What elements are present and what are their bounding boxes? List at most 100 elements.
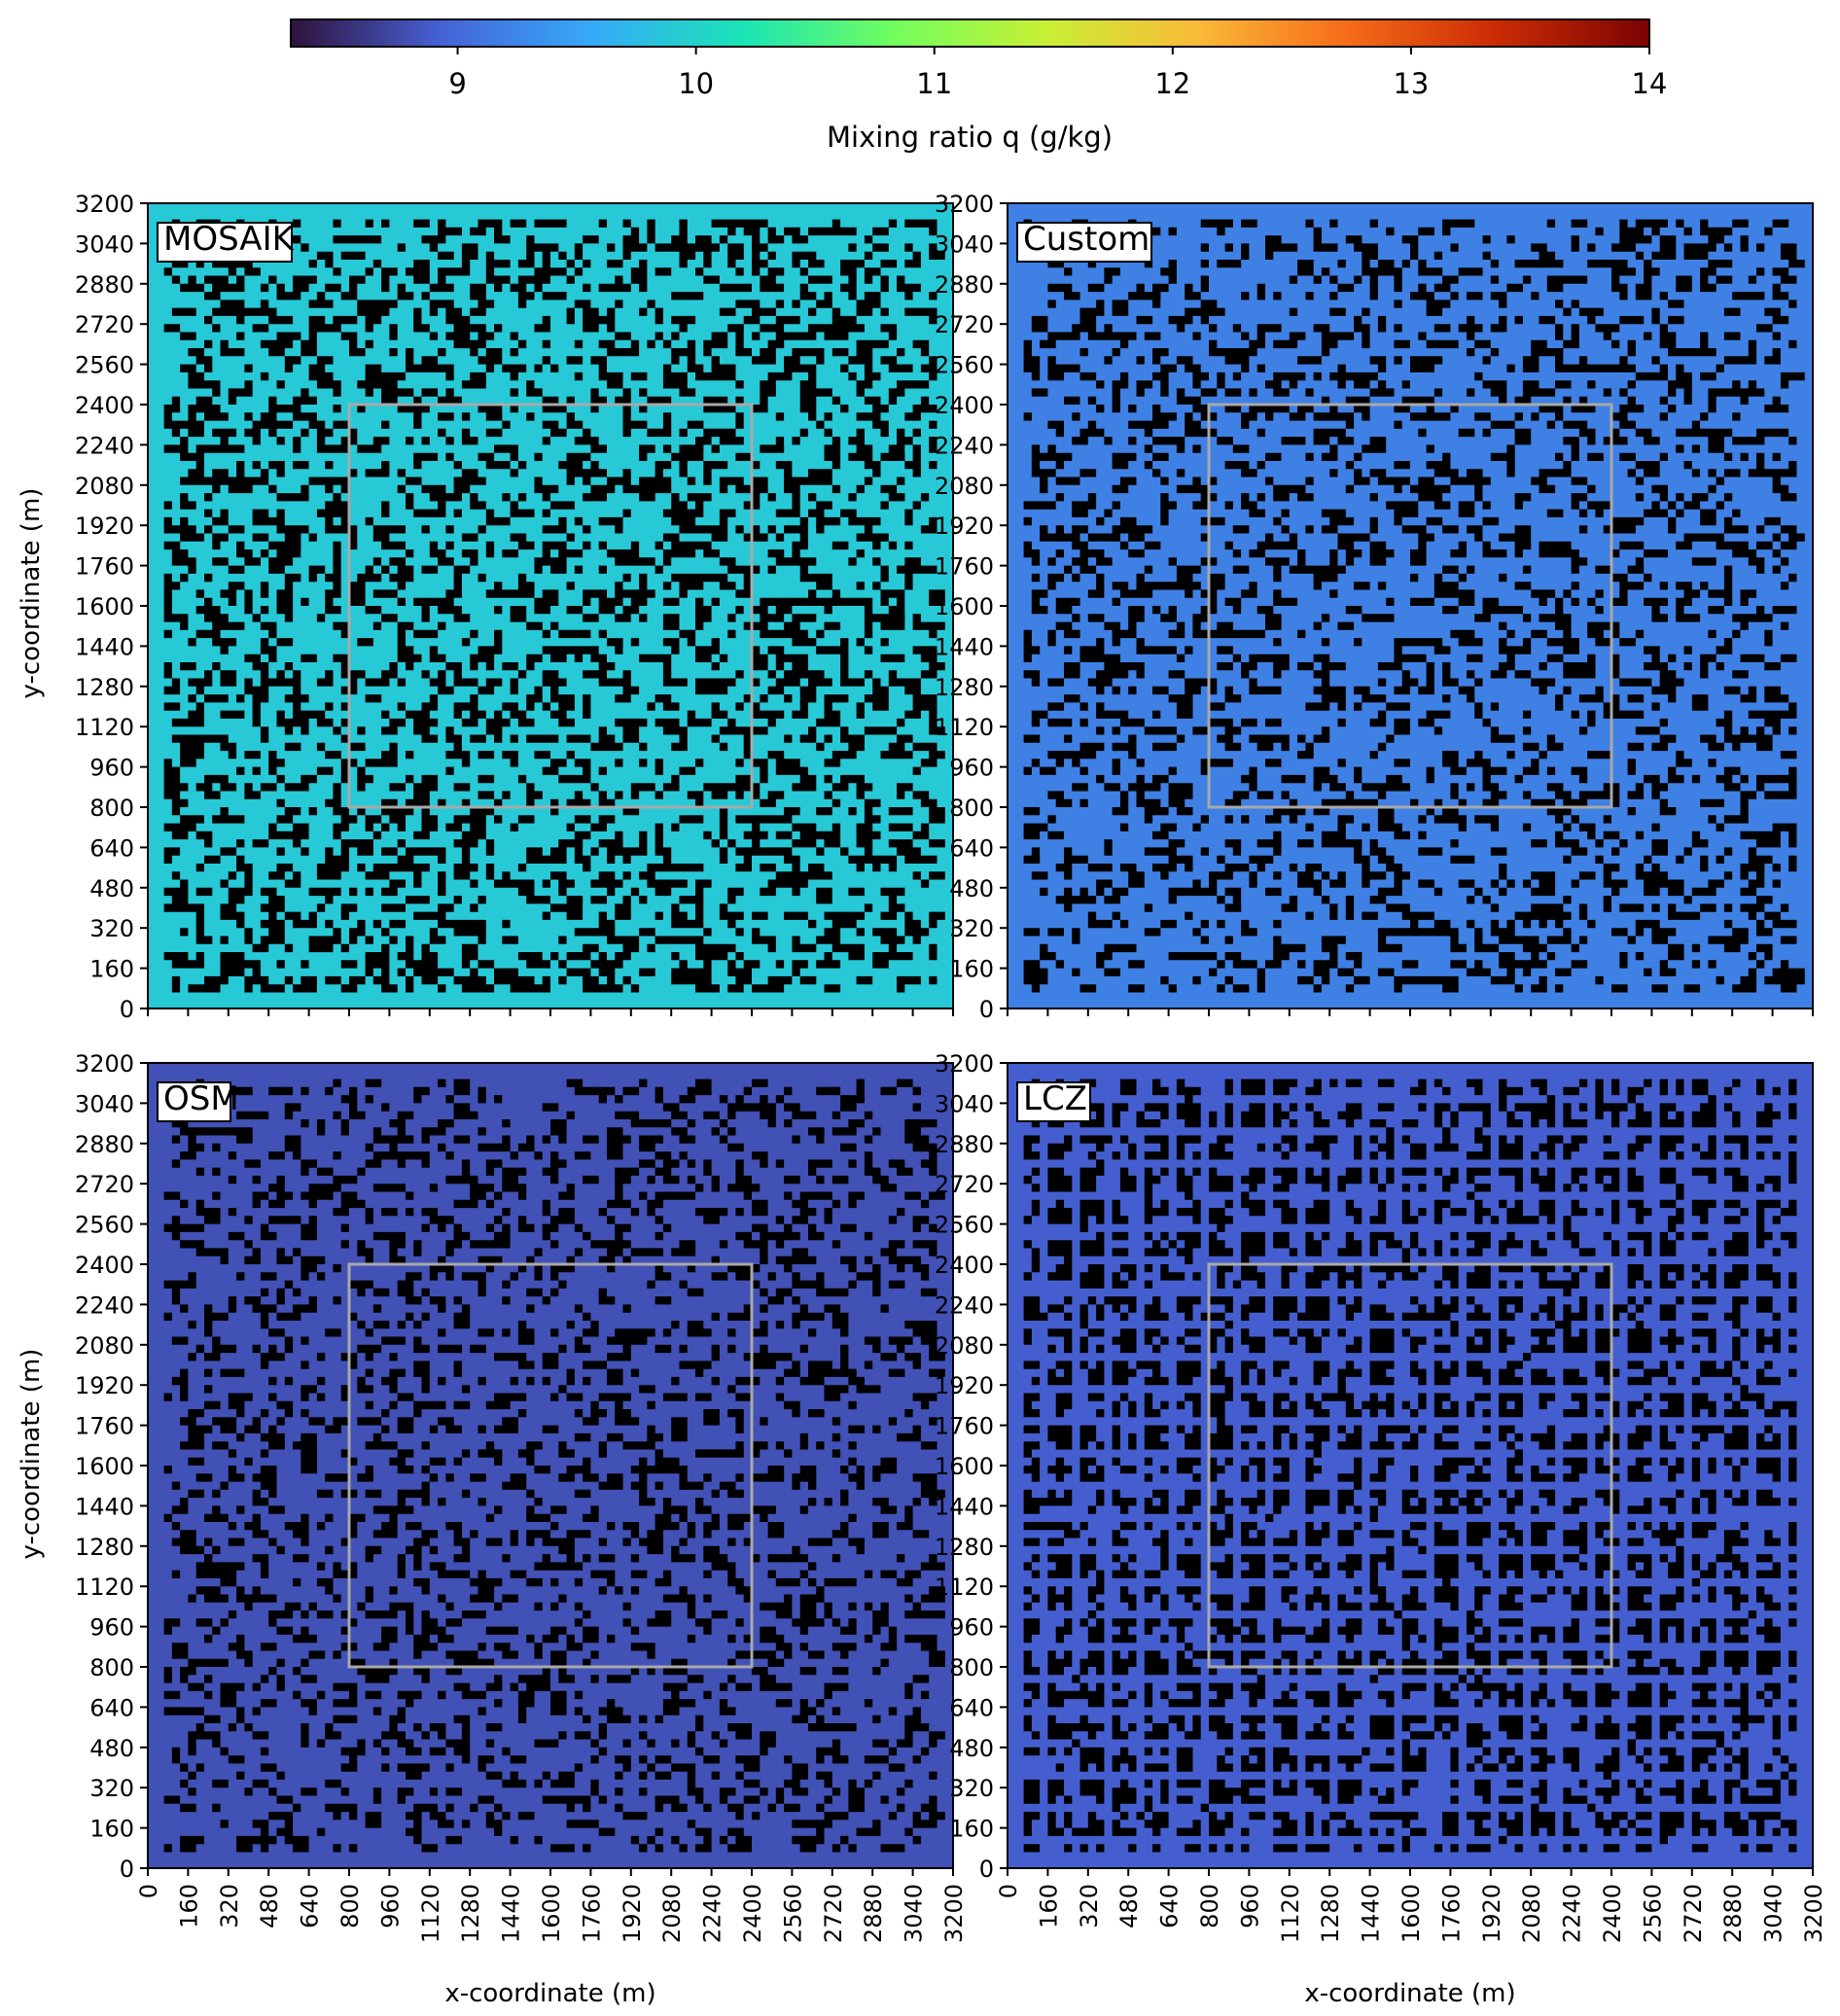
colorbar-ticks: 9 10 11 12 13 14 bbox=[448, 47, 1667, 100]
inner-domain-box bbox=[347, 403, 754, 809]
y-tick-label: 2080 bbox=[935, 1332, 994, 1360]
x-tick-label: 2880 bbox=[860, 1884, 887, 1943]
y-ticks: 0 160 320 480 640 800 960 1120 1280 1440 1600 1760 1… bbox=[935, 191, 1008, 1023]
x-tick-label: 160 bbox=[175, 1884, 202, 1928]
y-tick-label: 2400 bbox=[75, 392, 134, 419]
x-tick-label: 800 bbox=[1196, 1884, 1223, 1928]
y-tick-label: 1600 bbox=[935, 1453, 994, 1480]
colorbar-tick-label: 13 bbox=[1393, 67, 1429, 100]
y-tick-label: 960 bbox=[949, 755, 994, 782]
y-tick-label: 320 bbox=[949, 915, 994, 942]
x-tick-label: 1600 bbox=[538, 1884, 565, 1943]
y-tick-label: 2720 bbox=[75, 311, 134, 338]
y-tick-label: 1600 bbox=[935, 593, 994, 620]
y-tick-label: 2880 bbox=[935, 271, 994, 299]
x-tick-label: 640 bbox=[297, 1884, 324, 1928]
y-tick-label: 640 bbox=[89, 834, 134, 862]
panel-label-box bbox=[157, 1081, 231, 1122]
panel-label: LCZ bbox=[1016, 1079, 1091, 1122]
y-tick-label: 320 bbox=[89, 915, 134, 942]
x-tick-label: 2400 bbox=[739, 1884, 766, 1943]
panel-label-text: OSM bbox=[163, 1079, 239, 1118]
x-tick-label: 320 bbox=[216, 1884, 243, 1928]
y-tick-label: 160 bbox=[89, 956, 134, 983]
y-tick-label: 160 bbox=[89, 1816, 134, 1843]
panel-lcz: x-coordinate (m) LCZ 0 160 320 480 640 800 960 1… bbox=[935, 1050, 1827, 2008]
y-tick-label: 640 bbox=[949, 834, 994, 862]
panel-label-box bbox=[1016, 222, 1152, 263]
y-tick-label: 3200 bbox=[935, 1050, 994, 1078]
x-tick-label: 1760 bbox=[1437, 1884, 1465, 1943]
x-tick-label: 2080 bbox=[658, 1884, 686, 1943]
y-tick-label: 1440 bbox=[75, 1493, 134, 1520]
x-tick-label: 2720 bbox=[1680, 1884, 1707, 1943]
y-tick-label: 480 bbox=[949, 875, 994, 902]
y-tick-label: 3040 bbox=[935, 1090, 994, 1117]
y-tick-label: 1760 bbox=[935, 553, 994, 581]
building-cells bbox=[163, 1079, 945, 1853]
y-tick-label: 800 bbox=[949, 1654, 994, 1681]
y-tick-label: 1280 bbox=[935, 674, 994, 701]
y-tick-label: 1440 bbox=[935, 1493, 994, 1520]
x-tick-label: 480 bbox=[1115, 1884, 1143, 1928]
y-ticks: 0 160 320 480 640 800 960 1120 1280 1440 1600 1760 1… bbox=[75, 191, 148, 1023]
y-tick-label: 320 bbox=[89, 1775, 134, 1802]
x-tick-label: 3200 bbox=[940, 1884, 968, 1943]
y-tick-label: 1760 bbox=[935, 1413, 994, 1440]
y-tick-label: 480 bbox=[949, 1735, 994, 1762]
panel-label-box bbox=[1016, 1081, 1091, 1122]
x-tick-label: 2240 bbox=[699, 1884, 726, 1943]
colorbar-tick-label: 11 bbox=[916, 67, 952, 100]
y-tick-label: 2880 bbox=[75, 271, 134, 299]
y-tick-label: 1440 bbox=[935, 633, 994, 660]
x-tick-label: 2880 bbox=[1719, 1884, 1747, 1943]
panel-label: MOSAIK bbox=[157, 220, 296, 263]
y-tick-label: 1920 bbox=[75, 1372, 134, 1399]
building-mask bbox=[163, 219, 945, 993]
inner-domain-box bbox=[1207, 1262, 1613, 1669]
y-tick-label: 2880 bbox=[75, 1131, 134, 1158]
building-mask bbox=[1023, 1079, 1797, 1853]
y-tick-label: 2400 bbox=[75, 1252, 134, 1279]
x-tick-label: 1440 bbox=[1358, 1884, 1385, 1943]
y-tick-label: 480 bbox=[89, 1735, 134, 1762]
y-tick-label: 3200 bbox=[935, 191, 994, 218]
y-tick-label: 1120 bbox=[935, 1574, 994, 1601]
y-tick-label: 2400 bbox=[935, 392, 994, 419]
building-cells bbox=[1023, 1079, 1797, 1853]
y-tick-label: 1280 bbox=[935, 1534, 994, 1561]
colorbar-tick-label: 14 bbox=[1632, 67, 1668, 100]
y-tick-label: 2560 bbox=[75, 352, 134, 379]
y-tick-label: 960 bbox=[949, 1614, 994, 1642]
panel-osm: y-coordinate (m) x-coordinate (m) OSM 0 16… bbox=[17, 1050, 968, 2008]
y-tick-label: 2560 bbox=[935, 352, 994, 379]
panel-mosaik: y-coordinate (m) MOSAIK 0 160 320 480 640 800 9… bbox=[17, 191, 954, 1023]
y-tick-label: 2720 bbox=[935, 1171, 994, 1198]
y-tick-label: 1600 bbox=[75, 1453, 134, 1480]
y-tick-label: 1120 bbox=[75, 714, 134, 741]
x-tick-label: 1920 bbox=[619, 1884, 646, 1943]
building-mask bbox=[163, 1079, 945, 1853]
x-tick-label: 1760 bbox=[578, 1884, 605, 1943]
x-tick-label: 0 bbox=[995, 1884, 1022, 1898]
inner-domain-box bbox=[347, 1262, 754, 1669]
y-tick-label: 960 bbox=[89, 755, 134, 782]
y-tick-label: 1120 bbox=[935, 714, 994, 741]
y-tick-label: 0 bbox=[120, 1856, 134, 1883]
x-tick-label: 2560 bbox=[1639, 1884, 1666, 1943]
x-tick-label: 480 bbox=[256, 1884, 283, 1928]
x-tick-label: 2720 bbox=[820, 1884, 847, 1943]
x-tick-label: 1280 bbox=[457, 1884, 484, 1943]
y-ticks: 0 160 320 480 640 800 960 1120 1280 1440 1600 1760 1… bbox=[935, 1050, 1008, 1883]
y-tick-label: 1440 bbox=[75, 633, 134, 660]
colorbar-tick-label: 9 bbox=[448, 67, 466, 100]
y-tick-label: 0 bbox=[979, 1856, 994, 1883]
y-tick-label: 640 bbox=[89, 1694, 134, 1721]
y-tick-label: 0 bbox=[120, 996, 134, 1023]
panel-custom: Custom 0 160 320 480 640 800 960 1120 1280 1440 160… bbox=[935, 191, 1814, 1023]
y-tick-label: 2560 bbox=[935, 1212, 994, 1239]
panel-label-box bbox=[157, 222, 293, 263]
x-tick-label: 160 bbox=[1035, 1884, 1062, 1928]
y-tick-label: 800 bbox=[89, 1654, 134, 1681]
